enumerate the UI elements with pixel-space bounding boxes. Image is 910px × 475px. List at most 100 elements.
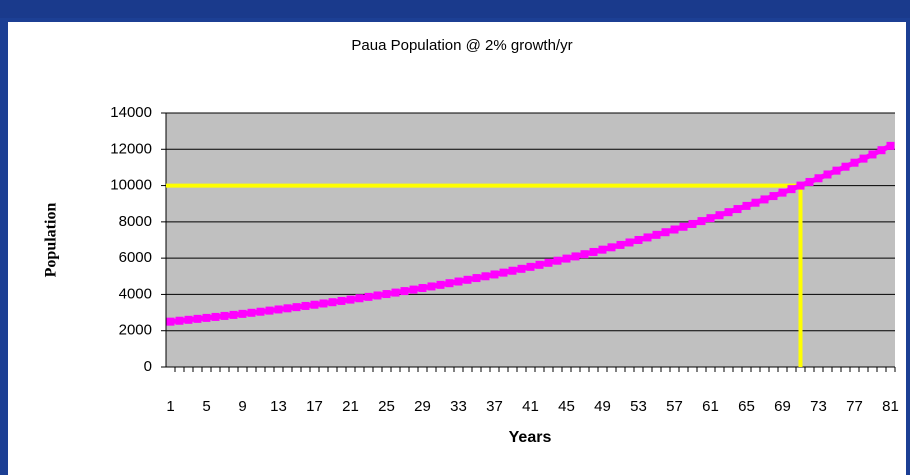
marker xyxy=(589,247,598,256)
marker xyxy=(238,309,247,318)
marker xyxy=(445,279,454,288)
x-tick-label: 65 xyxy=(738,398,755,415)
marker xyxy=(625,238,634,247)
marker xyxy=(823,170,832,179)
marker xyxy=(409,285,418,294)
marker xyxy=(229,310,238,319)
marker xyxy=(643,233,652,242)
marker xyxy=(274,305,283,314)
x-tick-label: 73 xyxy=(810,398,827,415)
marker xyxy=(715,211,724,220)
marker xyxy=(265,306,274,315)
x-tick-label: 77 xyxy=(846,398,863,415)
marker xyxy=(553,256,562,265)
marker xyxy=(499,268,508,277)
marker xyxy=(427,282,436,291)
x-tick-label: 33 xyxy=(450,398,467,415)
marker xyxy=(382,290,391,299)
x-tick-label: 21 xyxy=(342,398,359,415)
marker xyxy=(580,250,589,259)
marker xyxy=(337,296,346,305)
x-tick-label: 81 xyxy=(882,398,899,415)
x-tick-label: 1 xyxy=(166,398,174,415)
marker xyxy=(418,284,427,293)
marker xyxy=(670,225,679,234)
x-tick-label: 61 xyxy=(702,398,719,415)
x-tick-label: 53 xyxy=(630,398,647,415)
x-axis-title: Years xyxy=(509,429,552,446)
marker xyxy=(310,300,319,309)
marker xyxy=(175,316,184,325)
marker xyxy=(256,307,265,316)
marker xyxy=(688,219,697,228)
marker xyxy=(661,228,670,237)
y-tick-label: 6000 xyxy=(119,249,152,266)
marker xyxy=(535,260,544,269)
marker xyxy=(841,162,850,171)
marker xyxy=(355,294,364,303)
y-axis-title: Population xyxy=(43,203,60,278)
marker xyxy=(598,245,607,254)
marker xyxy=(283,304,292,313)
marker xyxy=(868,150,877,159)
marker xyxy=(202,313,211,322)
marker xyxy=(220,311,229,320)
marker xyxy=(634,235,643,244)
marker xyxy=(463,275,472,284)
marker xyxy=(193,314,202,323)
marker xyxy=(778,188,787,197)
marker xyxy=(211,312,220,321)
x-tick-label: 25 xyxy=(378,398,395,415)
chart-title: Paua Population @ 2% growth/yr xyxy=(351,37,572,54)
marker xyxy=(454,277,463,286)
marker xyxy=(472,274,481,283)
marker xyxy=(328,298,337,307)
x-tick-label: 45 xyxy=(558,398,575,415)
plot-area xyxy=(166,113,895,367)
marker xyxy=(184,315,193,324)
marker xyxy=(571,252,580,261)
x-tick-label: 5 xyxy=(202,398,210,415)
marker xyxy=(562,254,571,263)
y-tick-label: 12000 xyxy=(110,140,152,157)
x-tick-label: 41 xyxy=(522,398,539,415)
marker xyxy=(436,280,445,289)
marker xyxy=(733,205,742,214)
marker xyxy=(724,208,733,217)
y-tick-label: 4000 xyxy=(119,285,152,302)
x-tick-label: 69 xyxy=(774,398,791,415)
marker xyxy=(481,272,490,281)
marker xyxy=(877,146,886,155)
marker xyxy=(400,287,409,296)
marker xyxy=(616,240,625,249)
x-tick-label: 49 xyxy=(594,398,611,415)
marker xyxy=(166,317,175,326)
marker xyxy=(769,192,778,201)
marker xyxy=(319,299,328,308)
marker xyxy=(886,141,895,150)
marker xyxy=(373,291,382,300)
y-tick-label: 10000 xyxy=(110,177,152,194)
marker xyxy=(391,288,400,297)
marker xyxy=(508,266,517,275)
x-tick-label: 37 xyxy=(486,398,503,415)
title-bar xyxy=(0,0,910,18)
marker xyxy=(652,230,661,239)
marker xyxy=(544,258,553,267)
marker xyxy=(607,243,616,252)
marker xyxy=(517,264,526,273)
marker xyxy=(832,166,841,175)
marker xyxy=(742,201,751,210)
x-tick-label: 17 xyxy=(306,398,323,415)
marker xyxy=(526,262,535,271)
marker xyxy=(346,295,355,304)
marker xyxy=(814,174,823,183)
x-tick-label: 9 xyxy=(238,398,246,415)
marker xyxy=(706,214,715,223)
marker xyxy=(787,185,796,194)
y-tick-label: 14000 xyxy=(110,104,152,121)
marker xyxy=(697,217,706,226)
marker xyxy=(490,270,499,279)
